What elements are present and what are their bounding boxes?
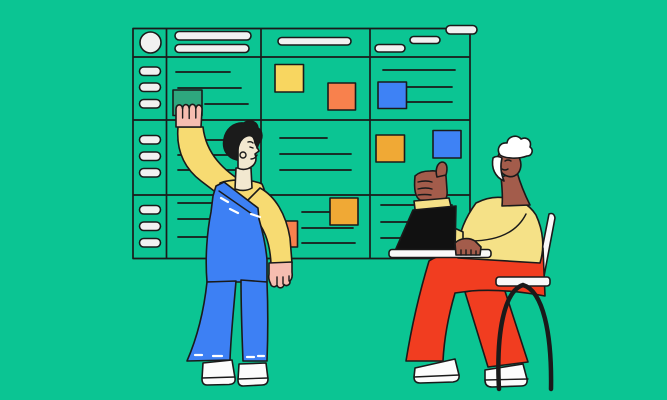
standing-right-shoe-sole-line (237, 377, 269, 380)
seated-typing-hand-finger-lines (460, 249, 477, 256)
row-label-pill (138, 204, 162, 215)
board-grid-lines (133, 28, 470, 259)
row-label-pill (138, 167, 162, 178)
sticky-note-yellow (274, 63, 305, 93)
standing-person (175, 103, 294, 387)
standing-hair (222, 120, 263, 161)
board-outer-border (132, 27, 471, 260)
row-label-pill (138, 221, 162, 232)
header-pill (445, 24, 478, 35)
standing-overalls-strap-highlights (219, 196, 262, 219)
seated-left-shoe-sole-line (413, 374, 460, 378)
standing-right-shoe (237, 362, 269, 387)
sticky-note-gold (375, 134, 406, 163)
standing-left-pant-leg (186, 280, 237, 362)
standing-overalls-strap-seam (218, 190, 253, 215)
board-grid (132, 27, 471, 260)
chair-curved-leg (496, 282, 554, 392)
row-label-pill (138, 134, 162, 145)
header-pill (174, 43, 250, 54)
board-row-labels (138, 66, 162, 248)
board-header (139, 24, 478, 54)
header-pill (374, 43, 406, 53)
header-pill (409, 35, 441, 45)
sticky-note-orange (327, 82, 357, 111)
seated-beard (491, 155, 505, 182)
text-lines-col2-row2 (279, 137, 352, 171)
seated-sweater-arm-contour (469, 213, 527, 242)
standing-left-shoe (201, 359, 236, 386)
seated-thumb-up (435, 161, 448, 178)
seated-neck (500, 171, 531, 207)
standing-left-shoe-sole-line (201, 376, 236, 379)
row-label-pill (138, 66, 162, 77)
standing-face-features (247, 140, 258, 160)
seated-white-hair (497, 135, 533, 159)
seated-fist-finger-curls (417, 180, 433, 196)
seated-thumbs-up-fist (413, 170, 448, 202)
header-pill (174, 30, 252, 41)
standing-hand-finger-lines (181, 108, 197, 120)
sticky-note-blue (377, 81, 408, 110)
text-lines-col3-row1 (382, 69, 456, 103)
standing-ear (239, 151, 247, 159)
standing-neck (234, 167, 253, 192)
header-avatar-circle (139, 31, 162, 54)
text-lines-col1-row1 (175, 71, 249, 105)
seated-right-shoe-sole-line (484, 378, 529, 381)
row-label-pill (138, 151, 162, 162)
standing-right-hand (267, 261, 294, 289)
standing-right-hand-finger-lines (276, 275, 290, 285)
row-label-pill (138, 98, 162, 109)
header-pill (277, 36, 352, 46)
standing-pant-cuff-highlights (193, 353, 266, 359)
seated-person-group (388, 135, 556, 392)
sticky-note-gold-2 (329, 197, 359, 226)
seated-right-shoe (484, 363, 528, 388)
sticky-note-blue-2 (432, 129, 462, 159)
row-label-pill (138, 82, 162, 93)
row-label-pill (138, 237, 162, 248)
standing-right-pant-leg (240, 279, 269, 362)
